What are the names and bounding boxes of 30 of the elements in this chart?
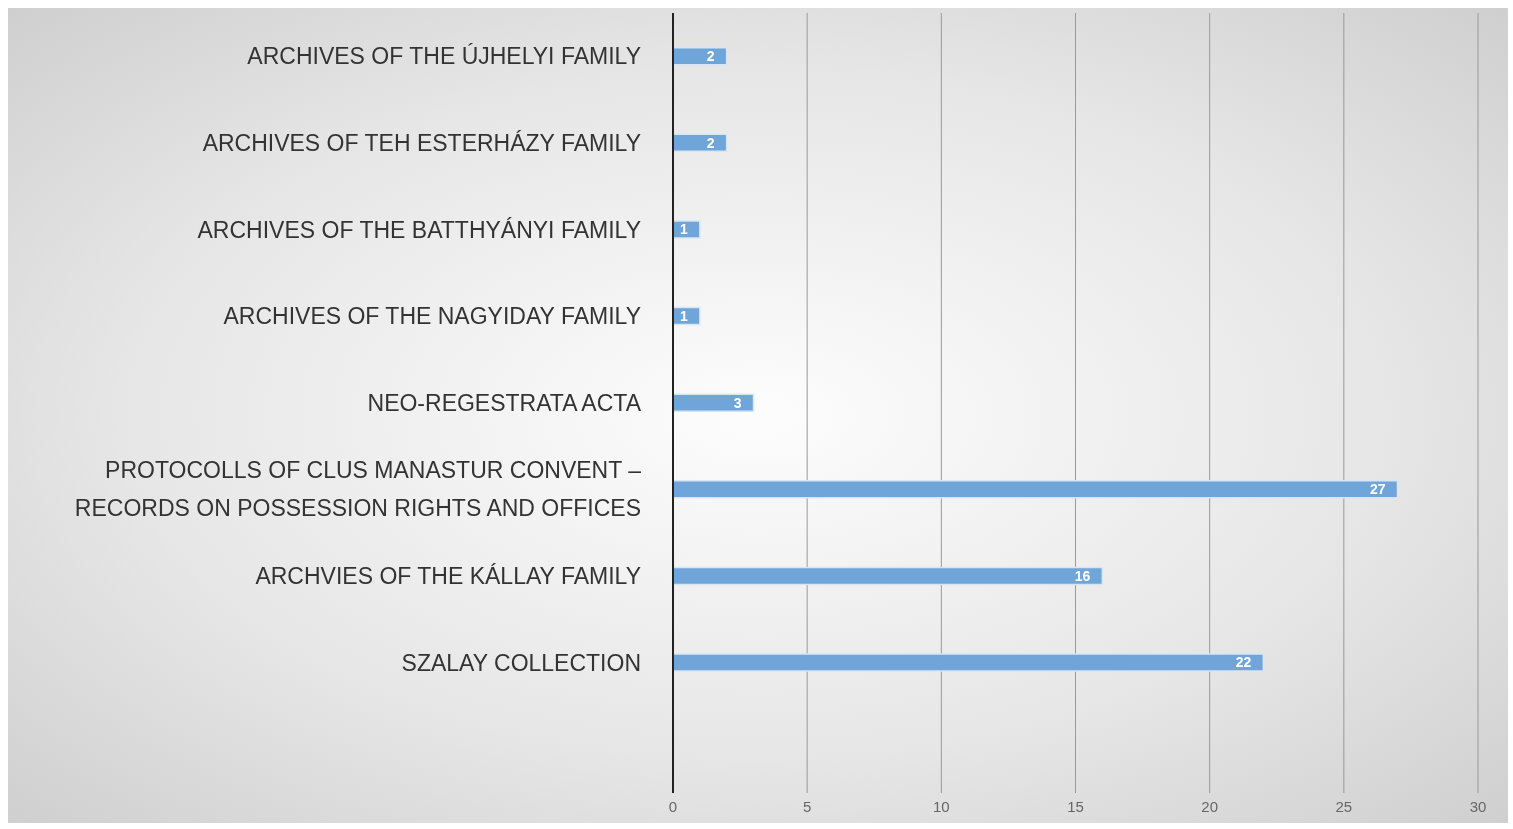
bar [673, 566, 1104, 586]
bar [673, 46, 728, 66]
bar [673, 653, 1265, 672]
data-label: 1 [680, 221, 689, 238]
bar [673, 133, 728, 153]
data-label: 16 [1074, 567, 1091, 584]
bar [673, 393, 755, 412]
x-tick-label: 20 [1201, 797, 1219, 815]
y-tick-label: ARCHIVES OF THE NAGYIDAY FAMILY [223, 303, 641, 330]
data-label: 27 [1369, 481, 1386, 498]
data-label: 22 [1235, 654, 1252, 671]
data-label: 2 [706, 134, 715, 151]
y-tick-label: ARCHIVES OF TEH ESTERHÁZY FAMILY [202, 129, 641, 156]
bar [673, 220, 701, 239]
x-tick-label: 0 [668, 797, 678, 815]
x-tick-label: 30 [1469, 797, 1487, 815]
x-tick-label: 5 [802, 797, 812, 815]
y-tick-label: SZALAY COLLECTION [401, 649, 641, 676]
x-tick-label: 25 [1335, 797, 1353, 815]
y-tick-label: ARCHIVES OF THE ÚJHELYI FAMILY [247, 43, 641, 70]
x-tick-label: 10 [932, 797, 950, 815]
y-tick-label: PROTOCOLLS OF CLUS MANASTUR CONVENT – RECORDS ON POSSESSION RIGHTS AND OFFICES [74, 457, 642, 522]
data-label: 2 [706, 48, 715, 65]
bar [673, 480, 1399, 499]
y-tick-label: ARCHVIES OF THE KÁLLAY FAMILY [255, 563, 641, 590]
data-label: 1 [680, 307, 689, 324]
y-tick-label: ARCHIVES OF THE BATTHYÁNYI FAMILY [197, 216, 641, 243]
y-tick-label: NEO-REGESTRATA ACTA [367, 389, 642, 416]
x-tick-label: 15 [1067, 797, 1084, 815]
data-label: 3 [733, 394, 742, 411]
